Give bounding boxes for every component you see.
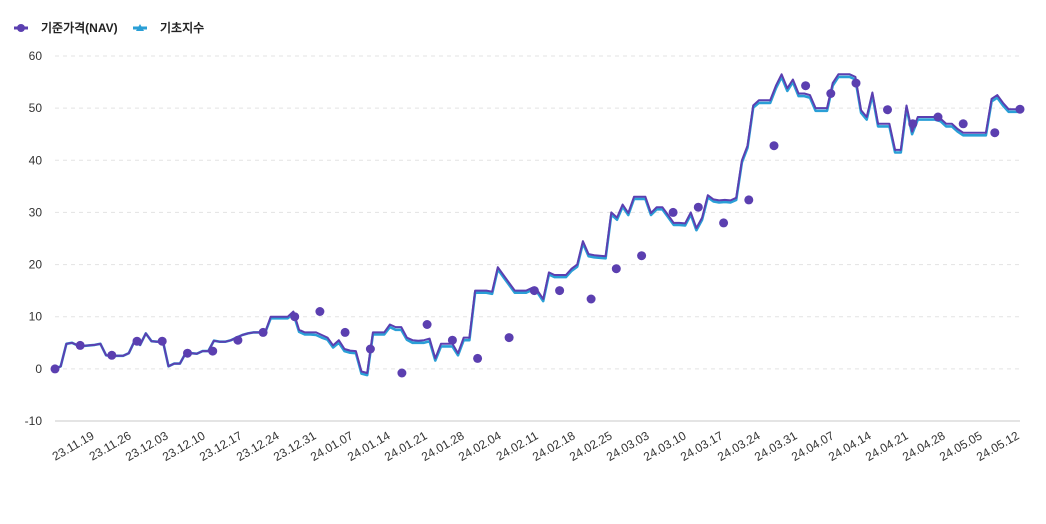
nav-marker-point (908, 119, 918, 129)
nav-marker-point (744, 195, 754, 205)
y-tick-label: 20 (29, 258, 43, 272)
y-tick-label: -10 (25, 414, 43, 428)
series-layer (53, 73, 1022, 377)
nav-marker-point (693, 202, 703, 212)
nav-marker-point (365, 344, 375, 354)
nav-marker-point (769, 141, 779, 151)
nav-marker-point (504, 333, 514, 343)
nav-marker-point (826, 89, 836, 98)
grid-lines (55, 55, 1020, 422)
y-tick-label: 60 (29, 49, 43, 63)
nav-marker-point (422, 320, 432, 329)
y-tick-label: 0 (35, 362, 42, 376)
y-tick-label: 40 (29, 153, 43, 167)
nav-marker-point (473, 353, 483, 363)
nav-marker-point (258, 327, 268, 337)
nav-marker-point (447, 335, 457, 345)
y-axis: 60 50 40 30 20 10 0 -10 (25, 49, 43, 428)
legend-marker-circle (17, 24, 25, 32)
x-axis: 23.11.1923.11.2623.12.0323.12.1023.12.17… (50, 428, 1022, 464)
nav-marker-point (611, 264, 621, 274)
y-tick-label: 10 (29, 310, 43, 324)
nav-marker-point (397, 368, 407, 378)
nav-marker-point (107, 350, 117, 360)
legend-label[interactable]: 기초지수 (160, 20, 204, 35)
nav-marker-point (233, 335, 243, 345)
nav-marker-point (668, 207, 678, 217)
x-tick-label: 24.02.04 (456, 428, 504, 464)
nav-marker-point (933, 112, 943, 122)
nav-marker-point (719, 218, 729, 228)
nav-marker-point (340, 327, 350, 337)
nav-marker-point (290, 312, 300, 322)
y-tick-label: 30 (29, 205, 43, 219)
nav-marker-point (50, 364, 60, 374)
nav-marker-point (132, 336, 142, 346)
nav-marker-point (555, 286, 565, 296)
legend-marker-triangle (136, 24, 144, 31)
nav-marker-point (1015, 104, 1025, 114)
series-line-index (53, 75, 1022, 377)
legend: 기준가격(NAV) 기초지수 (14, 20, 204, 35)
nav-marker-point (208, 346, 218, 356)
x-tick-label: 24.05.12 (974, 428, 1022, 464)
y-tick-label: 50 (29, 101, 43, 115)
series-line-nav (54, 73, 1021, 374)
nav-marker-point (990, 128, 1000, 138)
nav-marker-point (883, 105, 892, 115)
nav-marker-point (315, 307, 325, 316)
nav-marker-point (586, 294, 596, 304)
nav-marker-point (801, 81, 811, 91)
nav-marker-point (958, 119, 968, 129)
nav-marker-point (851, 78, 861, 88)
nav-marker-point (637, 251, 647, 261)
marker-layer (50, 78, 1025, 378)
legend-label[interactable]: 기준가격(NAV) (41, 20, 118, 35)
nav-marker-point (75, 340, 85, 350)
nav-marker-point (157, 336, 167, 346)
nav-marker-point (183, 348, 192, 358)
nav-marker-point (529, 286, 539, 296)
